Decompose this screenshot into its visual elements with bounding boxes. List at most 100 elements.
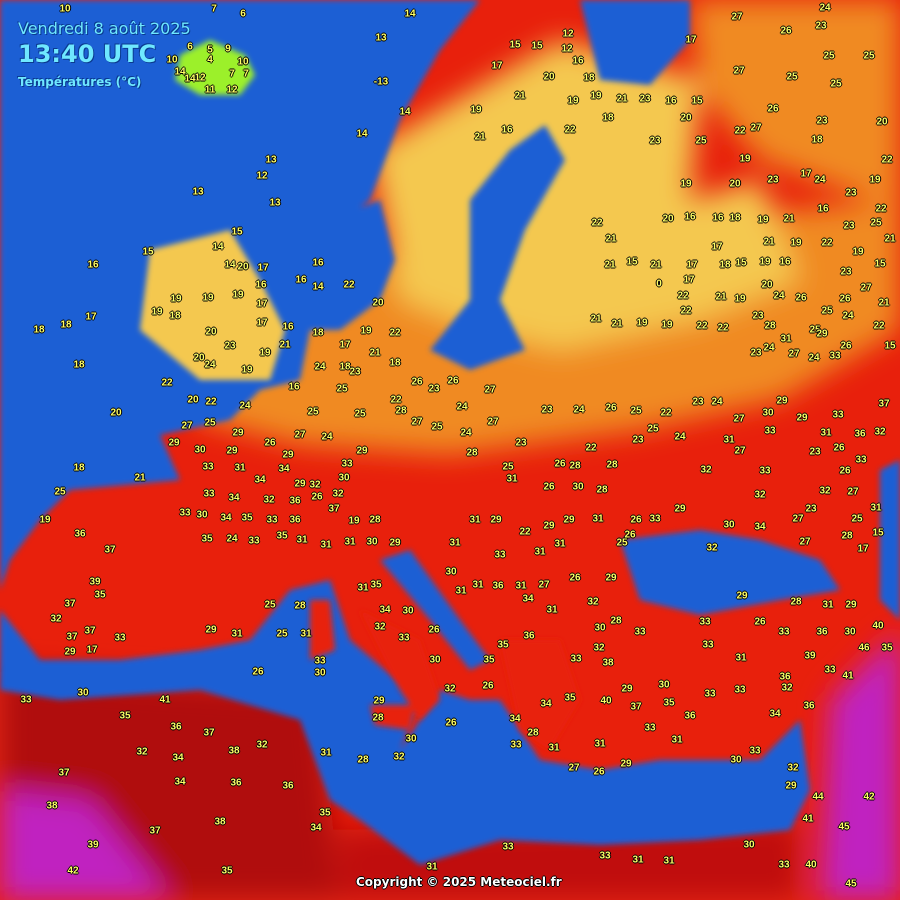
station-temperature: 14 [356, 128, 368, 140]
station-temperature: 31 [554, 538, 566, 550]
station-temperature: 17 [800, 168, 812, 180]
station-temperature: 14 [399, 106, 411, 118]
station-temperature: 32 [256, 739, 268, 751]
station-temperature: 16 [295, 274, 307, 286]
station-temperature: 20 [876, 116, 888, 128]
station-temperature: 17 [256, 317, 268, 329]
station-temperature: 23 [750, 347, 762, 359]
iceland [175, 40, 255, 95]
station-temperature: 24 [573, 404, 585, 416]
station-temperature: 33 [599, 850, 611, 862]
station-temperature: 25 [695, 135, 707, 147]
station-temperature: 27 [847, 486, 859, 498]
baltic-sea [430, 125, 565, 370]
station-temperature: 22 [660, 407, 672, 419]
station-temperature: 26 [543, 481, 555, 493]
station-temperature: 19 [348, 515, 360, 527]
station-temperature: 17 [686, 259, 698, 271]
station-temperature: 25 [821, 305, 833, 317]
station-temperature: 36 [282, 780, 294, 792]
station-temperature: 31 [515, 580, 527, 592]
station-temperature: 22 [564, 124, 576, 136]
station-temperature: 25 [54, 486, 66, 498]
station-temperature: 17 [711, 241, 723, 253]
station-temperature: 14 [224, 259, 236, 271]
station-temperature: 31 [780, 333, 792, 345]
station-temperature: 14 [184, 73, 196, 85]
station-temperature: 34 [754, 521, 766, 533]
station-temperature: 15 [626, 256, 638, 268]
station-temperature: 18 [73, 462, 85, 474]
station-temperature: 32 [393, 751, 405, 763]
station-temperature: 33 [759, 465, 771, 477]
station-temperature: 25 [830, 78, 842, 90]
station-temperature: 18 [169, 310, 181, 322]
station-temperature: 38 [46, 800, 58, 812]
station-temperature: 37 [203, 727, 215, 739]
station-temperature: 30 [762, 407, 774, 419]
station-temperature: 16 [665, 95, 677, 107]
station-temperature: 12 [562, 28, 574, 40]
station-temperature: 25 [647, 423, 659, 435]
station-temperature: 17 [85, 311, 97, 323]
station-temperature: 22 [734, 125, 746, 137]
station-temperature: 21 [650, 259, 662, 271]
station-temperature: 23 [649, 135, 661, 147]
station-temperature: 31 [455, 585, 467, 597]
station-temperature: 31 [469, 514, 481, 526]
station-temperature: 41 [802, 813, 814, 825]
station-temperature: 26 [605, 402, 617, 414]
station-temperature: 31 [449, 537, 461, 549]
station-temperature: 36 [492, 580, 504, 592]
station-temperature: 33 [266, 514, 278, 526]
station-temperature: 34 [174, 776, 186, 788]
station-temperature: 20 [662, 213, 674, 225]
station-temperature: 31 [534, 546, 546, 558]
station-temperature: 37 [630, 701, 642, 713]
station-temperature: 36 [170, 721, 182, 733]
station-temperature: 19 [170, 293, 182, 305]
station-temperature: 42 [67, 865, 79, 877]
station-temperature: 28 [372, 712, 384, 724]
station-temperature: 31 [296, 534, 308, 546]
station-temperature: 26 [447, 375, 459, 387]
station-temperature: 33 [202, 461, 214, 473]
station-temperature: 10 [59, 3, 71, 15]
station-temperature: 16 [817, 203, 829, 215]
station-temperature: 21 [884, 233, 896, 245]
station-temperature: 13 [192, 186, 204, 198]
station-temperature: 38 [602, 657, 614, 669]
station-temperature: 36 [74, 528, 86, 540]
station-temperature: 45 [838, 821, 850, 833]
station-temperature: 19 [241, 364, 253, 376]
station-temperature: 15 [509, 39, 521, 51]
station-temperature: 35 [221, 865, 233, 877]
station-temperature: 17 [256, 298, 268, 310]
station-temperature: 31 [663, 855, 675, 867]
station-temperature: 16 [712, 212, 724, 224]
station-temperature: 25 [823, 50, 835, 62]
station-temperature: 26 [311, 491, 323, 503]
station-temperature: 22 [873, 320, 885, 332]
station-temperature: 26 [411, 376, 423, 388]
station-temperature: 30 [314, 667, 326, 679]
station-temperature: 29 [543, 520, 555, 532]
station-temperature: 33 [649, 513, 661, 525]
station-temperature: 19 [739, 153, 751, 165]
map-time: 13:40 UTC [18, 40, 157, 68]
station-temperature: 19 [757, 214, 769, 226]
station-temperature: 33 [778, 626, 790, 638]
station-temperature: 33 [494, 549, 506, 561]
station-temperature: 20 [193, 352, 205, 364]
station-temperature: 30 [402, 605, 414, 617]
station-temperature: 30 [429, 654, 441, 666]
station-temperature: 23 [515, 437, 527, 449]
station-temperature: 22 [875, 203, 887, 215]
station-temperature: 18 [73, 359, 85, 371]
station-temperature: 28 [841, 530, 853, 542]
station-temperature: 31 [671, 734, 683, 746]
station-temperature: 22 [821, 237, 833, 249]
station-temperature: 22 [389, 327, 401, 339]
station-temperature: 24 [763, 342, 775, 354]
station-temperature: 21 [369, 347, 381, 359]
